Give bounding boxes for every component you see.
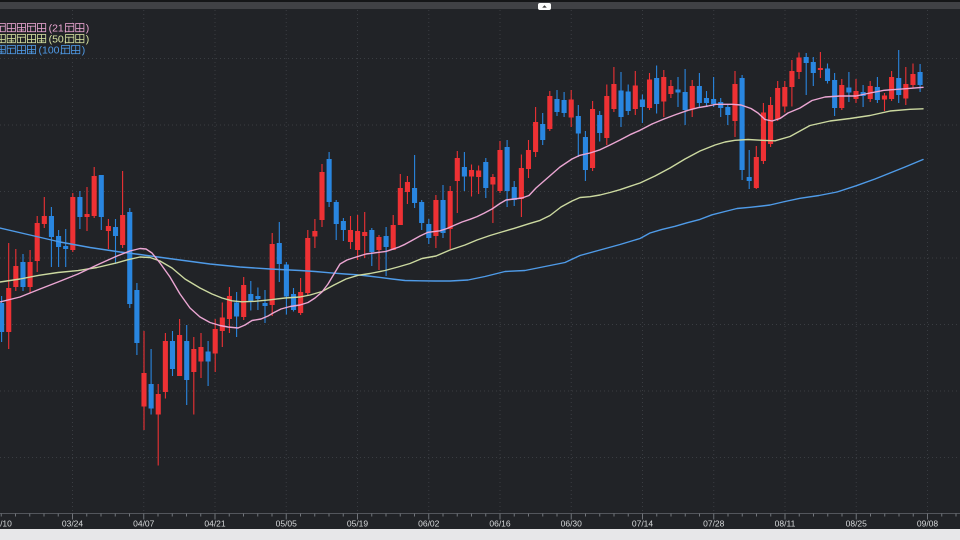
svg-text:08/25: 08/25 xyxy=(846,519,868,529)
svg-text:07/28: 07/28 xyxy=(703,519,725,529)
svg-text:(100,: (100, xyxy=(39,45,63,57)
svg-text:06/02: 06/02 xyxy=(418,519,440,529)
svg-text:06/30: 06/30 xyxy=(561,519,583,529)
svg-text:04/21: 04/21 xyxy=(204,519,226,529)
svg-text:): ) xyxy=(86,23,90,35)
svg-text:05/19: 05/19 xyxy=(347,519,369,529)
svg-text:04/07: 04/07 xyxy=(133,519,155,529)
svg-text:): ) xyxy=(82,45,86,57)
svg-text:): ) xyxy=(86,34,90,46)
svg-text:(50,: (50, xyxy=(49,34,67,46)
svg-text:09/08: 09/08 xyxy=(917,519,939,529)
svg-text:03/10: 03/10 xyxy=(0,519,12,529)
svg-text:08/11: 08/11 xyxy=(775,519,796,529)
svg-text:06/16: 06/16 xyxy=(489,519,511,529)
svg-text:(21,: (21, xyxy=(49,23,67,35)
svg-text:05/05: 05/05 xyxy=(276,519,298,529)
svg-text:03/24: 03/24 xyxy=(62,519,84,529)
svg-text:07/14: 07/14 xyxy=(632,519,654,529)
